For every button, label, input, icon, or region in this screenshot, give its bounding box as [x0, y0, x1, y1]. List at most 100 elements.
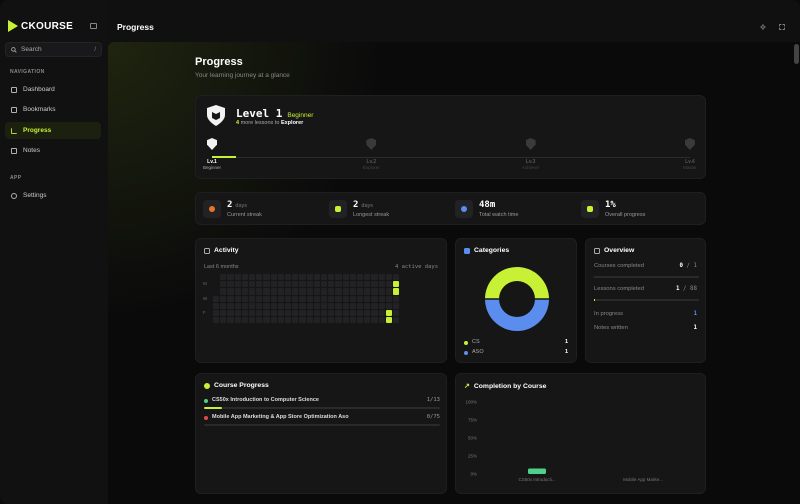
- course-progress-title-text: Course Progress: [214, 382, 269, 389]
- heatmap-cell: [234, 310, 241, 317]
- heatmap-cell: [256, 274, 263, 281]
- course-row[interactable]: Mobile App Marketing & App Store Optimiz…: [204, 414, 440, 428]
- overview-card: Overview Courses completed 0 / 1 Lessons…: [585, 238, 706, 363]
- categories-title: Categories: [464, 247, 509, 254]
- stats-card: 2 days Current streak 2 days Longest streak 48…: [195, 192, 706, 225]
- heatmap-cell: [270, 317, 277, 324]
- target-icon: [204, 382, 210, 389]
- theme-toggle-icon[interactable]: [760, 24, 766, 30]
- clock-icon: [461, 206, 467, 212]
- heatmap-cell: [378, 274, 385, 281]
- activity-active-days: 4 active days: [394, 264, 438, 270]
- heatmap-cell: [270, 274, 277, 281]
- activity-title: Activity: [204, 247, 239, 254]
- heatmap-cell: [357, 317, 364, 324]
- sidebar-item-progress[interactable]: Progress: [5, 122, 101, 139]
- heatmap-cell: [299, 288, 306, 295]
- completion-chart-card: ↗ Completion by Course 100% 75% 50% 25% 0% CS5…: [455, 373, 706, 494]
- heatmap-cell: [213, 310, 220, 317]
- level-step-shield-icon: [525, 138, 536, 150]
- stat-value-row: 2 days: [353, 200, 373, 210]
- level-step-name: Master: [683, 165, 697, 170]
- heatmap-row-label: F: [203, 310, 206, 315]
- y-tick-label: 75%: [468, 418, 477, 423]
- heatmap-cell: [342, 302, 349, 309]
- heatmap-cell: [270, 295, 277, 302]
- level-progress-fill: [212, 156, 236, 158]
- heatmap-cell: [220, 310, 227, 317]
- heatmap-cell: [270, 281, 277, 288]
- heatmap-cell: [213, 317, 220, 324]
- level-step-shield-icon: [207, 138, 217, 150]
- heatmap-cell: [378, 288, 385, 295]
- heatmap-cell: [292, 302, 299, 309]
- main-content: Progress Your learning journey at a glan…: [108, 42, 792, 504]
- heatmap-cell: [393, 295, 400, 302]
- heatmap-cell: [328, 317, 335, 324]
- y-tick-label: 50%: [468, 436, 477, 441]
- heatmap-cell: [313, 310, 320, 317]
- y-tick-label: 0%: [470, 472, 477, 477]
- stat-icon-box: [455, 200, 473, 218]
- level-step-shield-icon: [366, 138, 377, 150]
- heatmap-cell: [277, 310, 284, 317]
- heatmap-cell: [306, 310, 313, 317]
- heatmap-cell: [220, 281, 227, 288]
- sidebar-toggle-icon[interactable]: [90, 23, 97, 29]
- heatmap-cell: [285, 317, 292, 324]
- scrollbar-track[interactable]: [792, 42, 800, 504]
- heatmap-cell: [335, 274, 342, 281]
- chart-icon: [11, 127, 17, 134]
- fullscreen-icon[interactable]: [779, 24, 785, 30]
- level-track: [212, 157, 690, 158]
- legend-dot: [464, 340, 468, 345]
- sidebar-item-dashboard[interactable]: Dashboard: [5, 81, 101, 98]
- level-step: Lv.2 Explorer: [356, 138, 386, 170]
- sidebar-item-bookmarks[interactable]: Bookmarks: [5, 101, 101, 118]
- heatmap-cell: [277, 288, 284, 295]
- heatmap-cell-active: [393, 288, 400, 295]
- heatmap-cell: [227, 317, 234, 324]
- heatmap-cell: [321, 274, 328, 281]
- stat-unit: days: [235, 203, 248, 209]
- donut-slice-cs: [485, 267, 549, 299]
- lessons-total: 88: [690, 286, 697, 292]
- note-icon: [11, 147, 17, 154]
- heatmap-cell: [285, 274, 292, 281]
- heatmap-cell: [328, 310, 335, 317]
- y-tick-label: 25%: [468, 454, 477, 459]
- heatmap-cell: [241, 302, 248, 309]
- heatmap-cell: [256, 302, 263, 309]
- course-row[interactable]: CS50x Introduction to Computer Science 1/…: [204, 397, 440, 411]
- scrollbar-thumb[interactable]: [794, 44, 799, 64]
- sidebar-item-label: Notes: [23, 147, 40, 154]
- heatmap-cell: [313, 317, 320, 324]
- heatmap-cell: [299, 302, 306, 309]
- book-icon: [594, 247, 600, 254]
- lessons-progress-fill: [594, 299, 596, 301]
- heatmap-cell: [234, 281, 241, 288]
- heatmap-cell: [249, 302, 256, 309]
- sidebar-item-notes[interactable]: Notes: [5, 142, 101, 159]
- heatmap-cell: [299, 281, 306, 288]
- heatmap-cell: [342, 317, 349, 324]
- heatmap-cell: [349, 281, 356, 288]
- trending-icon: ↗: [464, 383, 470, 390]
- app-logo[interactable]: CKOURSE: [8, 20, 73, 32]
- search-input[interactable]: Search /: [5, 42, 102, 57]
- course-progress-card: Course Progress CS50x Introduction to Co…: [195, 373, 447, 494]
- heatmap-cell: [335, 295, 342, 302]
- stat-icon-box: [581, 200, 599, 218]
- stat-value-row: 1%: [605, 200, 616, 210]
- level-heading: Level 1 Beginner: [236, 107, 313, 120]
- heatmap-cell: [364, 317, 371, 324]
- heatmap-cell: [321, 281, 328, 288]
- heatmap-cell: [241, 310, 248, 317]
- stat-label: Longest streak: [353, 212, 390, 218]
- heatmap-cell: [249, 295, 256, 302]
- level-step-name: Beginner: [202, 165, 221, 170]
- stat-value-row: 2 days: [227, 200, 247, 210]
- stat-value: 48m: [479, 200, 496, 210]
- sidebar-item-settings[interactable]: Settings: [5, 187, 101, 204]
